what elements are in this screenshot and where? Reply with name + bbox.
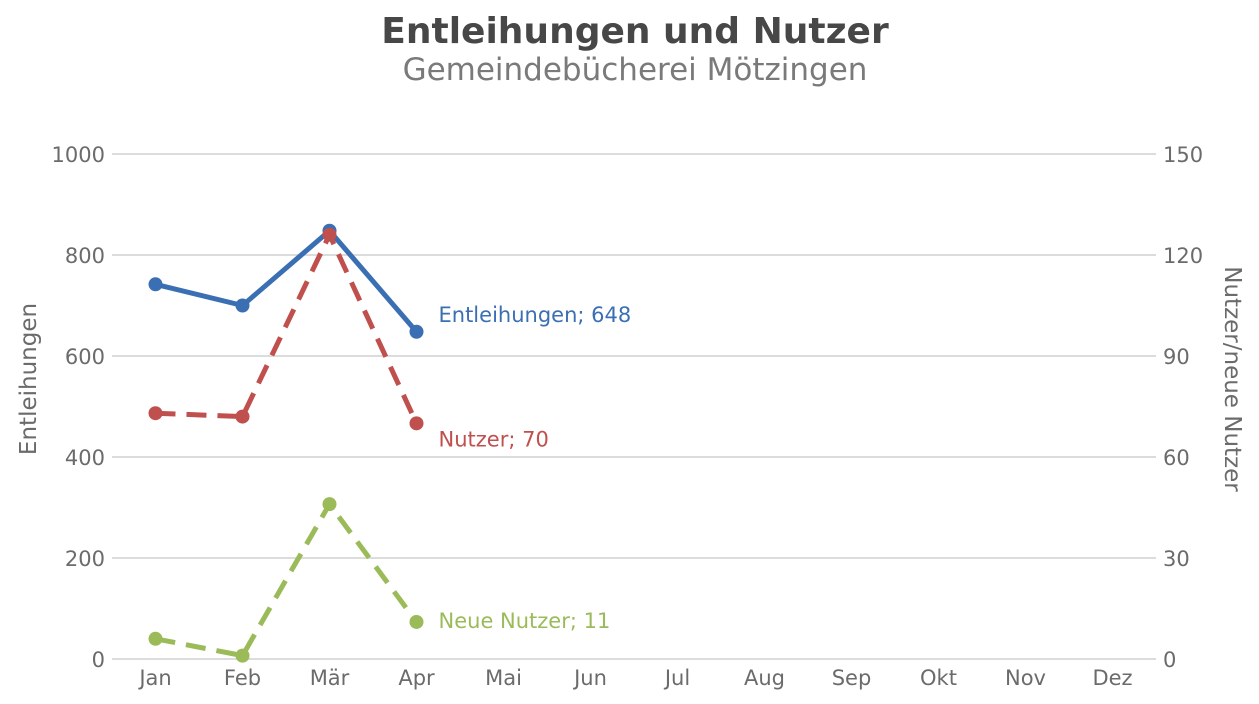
end-label-neue-nutzer: Neue Nutzer; 11 (439, 609, 611, 633)
data-point-neue-nutzer (409, 614, 424, 629)
y-tick-label: 800 (65, 244, 105, 268)
data-point-neue-nutzer (322, 497, 337, 512)
y-tick-label: 600 (65, 345, 105, 369)
x-axis: Jan Feb Mär Apr Mai Jun Jul Aug Sep Okt Nov Dez (137, 666, 1132, 690)
right-axis: 0 30 60 90 120 150 (1163, 143, 1203, 672)
data-point-entleihungen (235, 298, 250, 313)
x-tick-label: Apr (398, 666, 435, 690)
chart-title: Entleihungen und Nutzer (381, 11, 889, 52)
x-tick-label: Mär (310, 666, 350, 690)
left-axis: 0 200 400 600 800 1000 (52, 143, 105, 672)
series-line-nutzer (155, 232, 419, 425)
series-layer: Entleihungen; 648 Nutzer; 70 Neue Nutzer; … (148, 223, 632, 663)
data-point-entleihungen (409, 324, 424, 339)
series-line-neue-nutzer (155, 501, 419, 659)
y2-tick-label: 150 (1163, 143, 1203, 167)
chart-subtitle: Gemeindebücherei Mötzingen (403, 52, 868, 88)
x-tick-label: Jan (137, 666, 171, 690)
x-tick-label: Okt (920, 666, 957, 690)
series-neue-nutzer: Neue Nutzer; 11 (148, 497, 611, 663)
series-entleihungen: Entleihungen; 648 (148, 223, 632, 339)
y-tick-label: 200 (65, 547, 105, 571)
left-axis-title: Entleihungen (16, 303, 42, 455)
y-tick-label: 400 (65, 446, 105, 470)
end-label-nutzer: Nutzer; 70 (439, 427, 549, 451)
x-tick-label: Aug (744, 666, 785, 690)
data-point-nutzer (409, 416, 424, 431)
y2-tick-label: 0 (1163, 648, 1176, 672)
data-point-entleihungen (148, 277, 163, 292)
x-tick-label: Dez (1092, 666, 1132, 690)
gridlines (112, 153, 1156, 660)
y2-tick-label: 120 (1163, 244, 1203, 268)
data-point-neue-nutzer (235, 648, 250, 663)
x-tick-label: Sep (832, 666, 872, 690)
right-axis-title: Nutzer/neue Nutzer (1219, 266, 1245, 492)
y2-tick-label: 60 (1163, 446, 1190, 470)
end-label-entleihungen: Entleihungen; 648 (439, 303, 632, 327)
series-line-entleihungen (154, 228, 419, 334)
x-tick-label: Jul (663, 666, 690, 690)
x-tick-label: Feb (224, 666, 261, 690)
data-point-nutzer (322, 227, 337, 242)
y-tick-label: 1000 (52, 143, 105, 167)
y-tick-label: 0 (92, 648, 105, 672)
y2-tick-label: 30 (1163, 547, 1190, 571)
series-nutzer: Nutzer; 70 (148, 227, 549, 451)
x-tick-label: Nov (1005, 666, 1046, 690)
y2-tick-label: 90 (1163, 345, 1190, 369)
data-point-nutzer (148, 406, 163, 421)
data-point-neue-nutzer (148, 631, 163, 646)
x-tick-label: Mai (485, 666, 522, 690)
data-point-nutzer (235, 409, 250, 424)
x-tick-label: Jun (572, 666, 607, 690)
